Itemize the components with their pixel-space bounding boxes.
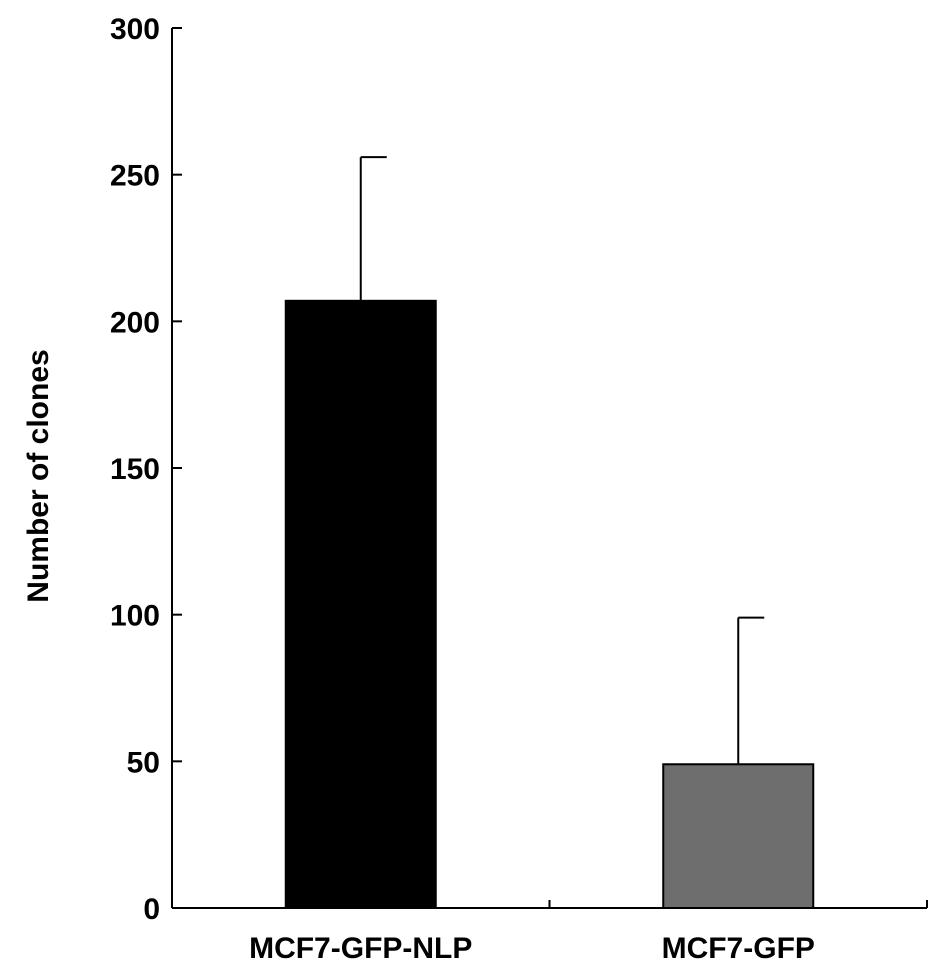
bar-1	[284, 299, 437, 909]
y-tick-label: 300	[110, 13, 160, 46]
y-axis-title: Number of clones	[22, 349, 55, 602]
category-label: MCF7-GFP	[662, 932, 815, 965]
bars	[284, 156, 815, 909]
y-tick-label: 250	[110, 160, 160, 193]
category-label: MCF7-GFP-NLP	[249, 932, 472, 965]
y-tick-label: 150	[110, 453, 160, 486]
y-tick-label: 0	[143, 893, 160, 926]
y-tick-label: 100	[110, 600, 160, 633]
y-tick-label: 50	[127, 746, 160, 779]
labels: 0 50 100 150 200 250 300 MCF7-GFP-NLP MCF7-GFP Nu…	[22, 13, 815, 965]
y-tick-label: 200	[110, 306, 160, 339]
bar-2	[662, 763, 815, 909]
